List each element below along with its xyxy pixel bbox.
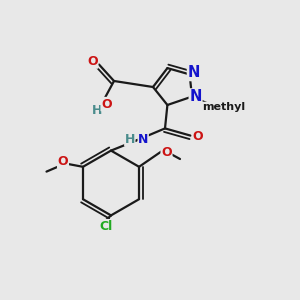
Text: H: H: [124, 133, 135, 146]
Text: O: O: [101, 98, 112, 111]
Text: O: O: [87, 55, 98, 68]
Text: N: N: [188, 65, 200, 80]
Text: Cl: Cl: [99, 220, 112, 233]
Text: N: N: [138, 133, 148, 146]
Text: O: O: [192, 130, 203, 143]
Text: O: O: [58, 155, 68, 168]
Text: methyl: methyl: [202, 102, 245, 112]
Text: H: H: [92, 104, 102, 117]
Text: N: N: [189, 89, 202, 104]
Text: O: O: [161, 146, 172, 160]
